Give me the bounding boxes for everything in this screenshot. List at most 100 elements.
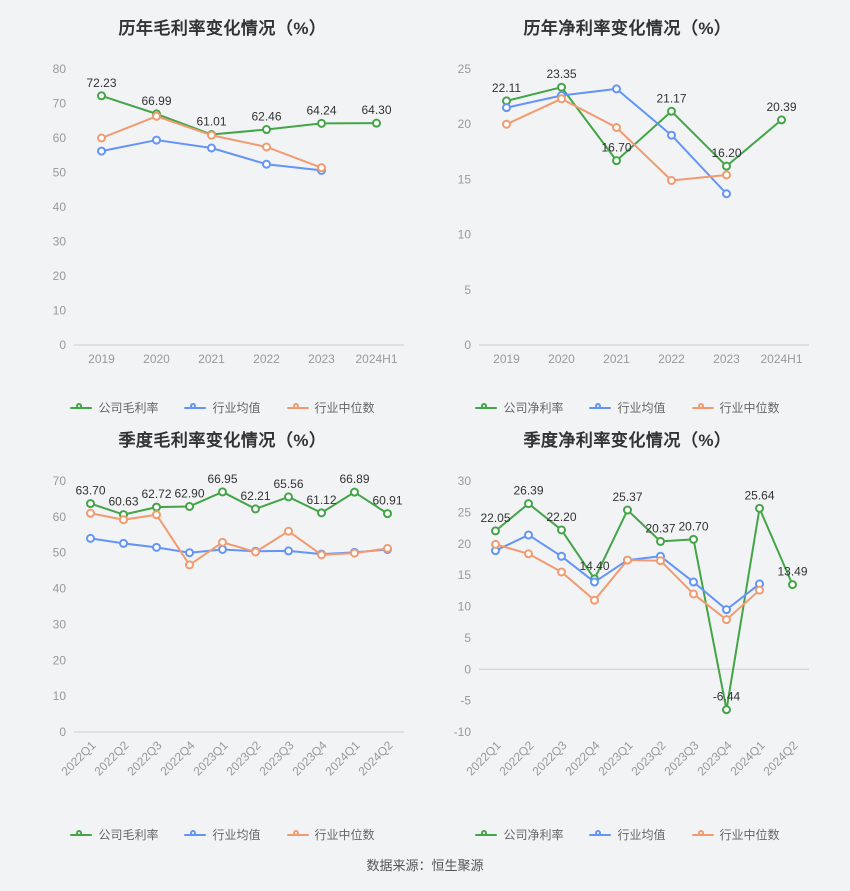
chart-title: 季度毛利率变化情况（%） xyxy=(118,431,327,450)
line-chart-canvas: -10 -5 0 5 10 15 20 25 30 2022Q12022Q22022Q32022Q… xyxy=(453,474,809,778)
data-point-label: 20.39 xyxy=(766,100,796,114)
legend-item-industry-median[interactable]: 行业中位数 xyxy=(691,826,780,843)
x-axis-category-label: 2022Q2 xyxy=(91,738,131,778)
data-point-marker xyxy=(85,533,95,543)
data-point-marker xyxy=(501,119,511,129)
data-point-label: 22.05 xyxy=(480,511,510,525)
data-point-marker xyxy=(688,589,698,599)
legend-marker-ring xyxy=(76,402,83,409)
data-point-marker xyxy=(589,595,599,605)
data-point-marker xyxy=(556,525,566,535)
line-series-marker-icon xyxy=(286,829,309,840)
data-point-marker xyxy=(611,123,621,133)
x-axis-category-label: 2023Q3 xyxy=(256,738,296,778)
x-axis-category-label: 2024Q1 xyxy=(322,738,362,778)
y-axis-tick-label: 50 xyxy=(52,166,66,180)
y-axis-tick-label: 15 xyxy=(457,172,471,186)
data-point-label: 62.46 xyxy=(251,110,281,124)
data-point-marker xyxy=(501,103,511,113)
data-point-marker xyxy=(622,555,632,565)
x-axis-category-label: 2022Q4 xyxy=(562,738,602,778)
y-axis-tick-label: 50 xyxy=(52,546,66,560)
y-axis-tick-label: -5 xyxy=(460,694,471,708)
chart-quarterly-net-margin: 季度净利率变化情况（%） -10 -5 0 5 10 15 20 25 30 2022Q1 2022… xyxy=(425,416,830,843)
data-point-marker xyxy=(316,118,326,128)
legend-item-industry-mean[interactable]: 行业均值 xyxy=(589,826,666,843)
legend-item-industry-mean[interactable]: 行业均值 xyxy=(184,826,261,843)
legend-item-industry-median[interactable]: 行业中位数 xyxy=(286,826,375,843)
data-point-label: 65.56 xyxy=(273,477,303,491)
line-series-marker-icon xyxy=(286,402,309,413)
data-point-marker xyxy=(96,133,106,143)
y-axis-tick-label: 0 xyxy=(464,338,471,352)
line-series-marker-icon xyxy=(184,829,207,840)
legend-item-company-series[interactable]: 公司净利率 xyxy=(475,399,563,416)
data-point-marker xyxy=(85,499,95,509)
y-axis-tick-label: 10 xyxy=(457,228,471,242)
legend-item-company-series[interactable]: 公司净利率 xyxy=(475,826,563,843)
series-line xyxy=(494,533,760,611)
data-point-label: 64.24 xyxy=(306,103,336,117)
legend-item-company-series[interactable]: 公司毛利率 xyxy=(70,826,158,843)
data-point-label: 25.64 xyxy=(744,488,774,502)
chart-title: 季度净利率变化情况（%） xyxy=(523,431,732,450)
y-axis-tick-label: 80 xyxy=(52,62,66,76)
data-point-marker xyxy=(151,111,161,121)
legend-marker-ring xyxy=(76,829,83,836)
data-point-marker xyxy=(556,567,566,577)
legend-label: 公司毛利率 xyxy=(98,401,159,415)
chart-annual-gross-margin: 历年毛利率变化情况（%） 0 10 20 30 40 50 60 70 80 2019 2020 20… xyxy=(20,4,425,416)
y-axis-tick-label: 25 xyxy=(457,505,471,519)
legend-label: 行业中位数 xyxy=(719,401,780,415)
x-axis-category-label: 2024H1 xyxy=(355,352,397,366)
legend-item-industry-median[interactable]: 行业中位数 xyxy=(286,399,375,416)
x-axis-category-label: 2019 xyxy=(493,352,520,366)
data-point-marker xyxy=(556,82,566,92)
legend-label: 行业均值 xyxy=(212,401,261,415)
data-point-marker xyxy=(721,615,731,625)
y-axis-tick-label: -10 xyxy=(453,725,471,739)
data-point-marker xyxy=(283,526,293,536)
y-axis-tick-label: 40 xyxy=(52,200,66,214)
x-axis-category-label: 2022Q1 xyxy=(463,738,503,778)
y-axis-tick-label: 0 xyxy=(59,725,66,739)
legend-item-industry-median[interactable]: 行业中位数 xyxy=(691,399,780,416)
x-axis-category-label: 2022Q3 xyxy=(529,738,569,778)
chart-legend: 公司净利率 行业均值 行业中位数 xyxy=(475,399,780,416)
data-point-label: 25.37 xyxy=(612,490,642,504)
data-point-label: 60.91 xyxy=(372,494,402,508)
legend-item-industry-mean[interactable]: 行业均值 xyxy=(184,399,261,416)
data-point-marker xyxy=(655,536,665,546)
x-axis-category-label: 2021 xyxy=(198,352,225,366)
legend-label: 行业中位数 xyxy=(719,828,780,842)
data-point-marker xyxy=(688,577,698,587)
data-point-marker xyxy=(261,142,271,152)
y-axis-tick-label: 25 xyxy=(457,62,471,76)
data-point-label: 20.70 xyxy=(678,519,708,533)
data-point-marker xyxy=(316,508,326,518)
x-axis-category-label: 2023Q3 xyxy=(661,738,701,778)
legend-item-company-series[interactable]: 公司毛利率 xyxy=(70,399,158,416)
legend-marker-ring xyxy=(292,402,299,409)
data-point-marker xyxy=(151,542,161,552)
data-point-marker xyxy=(206,143,216,153)
data-point-marker xyxy=(611,156,621,166)
series-line xyxy=(89,512,388,566)
data-point-marker xyxy=(556,94,566,104)
line-series-marker-icon xyxy=(475,402,498,413)
line-series-marker-icon xyxy=(589,402,612,413)
y-axis-tick-label: 0 xyxy=(59,338,66,352)
data-point-label: 26.39 xyxy=(513,484,543,498)
data-point-label: 66.95 xyxy=(207,472,237,486)
y-axis-tick-label: 30 xyxy=(52,235,66,249)
legend-label: 行业均值 xyxy=(617,401,666,415)
y-axis-tick-label: 20 xyxy=(52,653,66,667)
data-point-marker xyxy=(261,125,271,135)
chart-quarterly-gross-margin: 季度毛利率变化情况（%） 0 10 20 30 40 50 60 70 2022Q1 2022Q2… xyxy=(20,416,425,843)
legend-item-industry-mean[interactable]: 行业均值 xyxy=(589,399,666,416)
legend-label: 行业中位数 xyxy=(314,401,375,415)
data-point-marker xyxy=(721,161,731,171)
data-point-marker xyxy=(721,170,731,180)
data-point-label: 60.63 xyxy=(108,495,138,509)
data-point-marker xyxy=(349,548,359,558)
